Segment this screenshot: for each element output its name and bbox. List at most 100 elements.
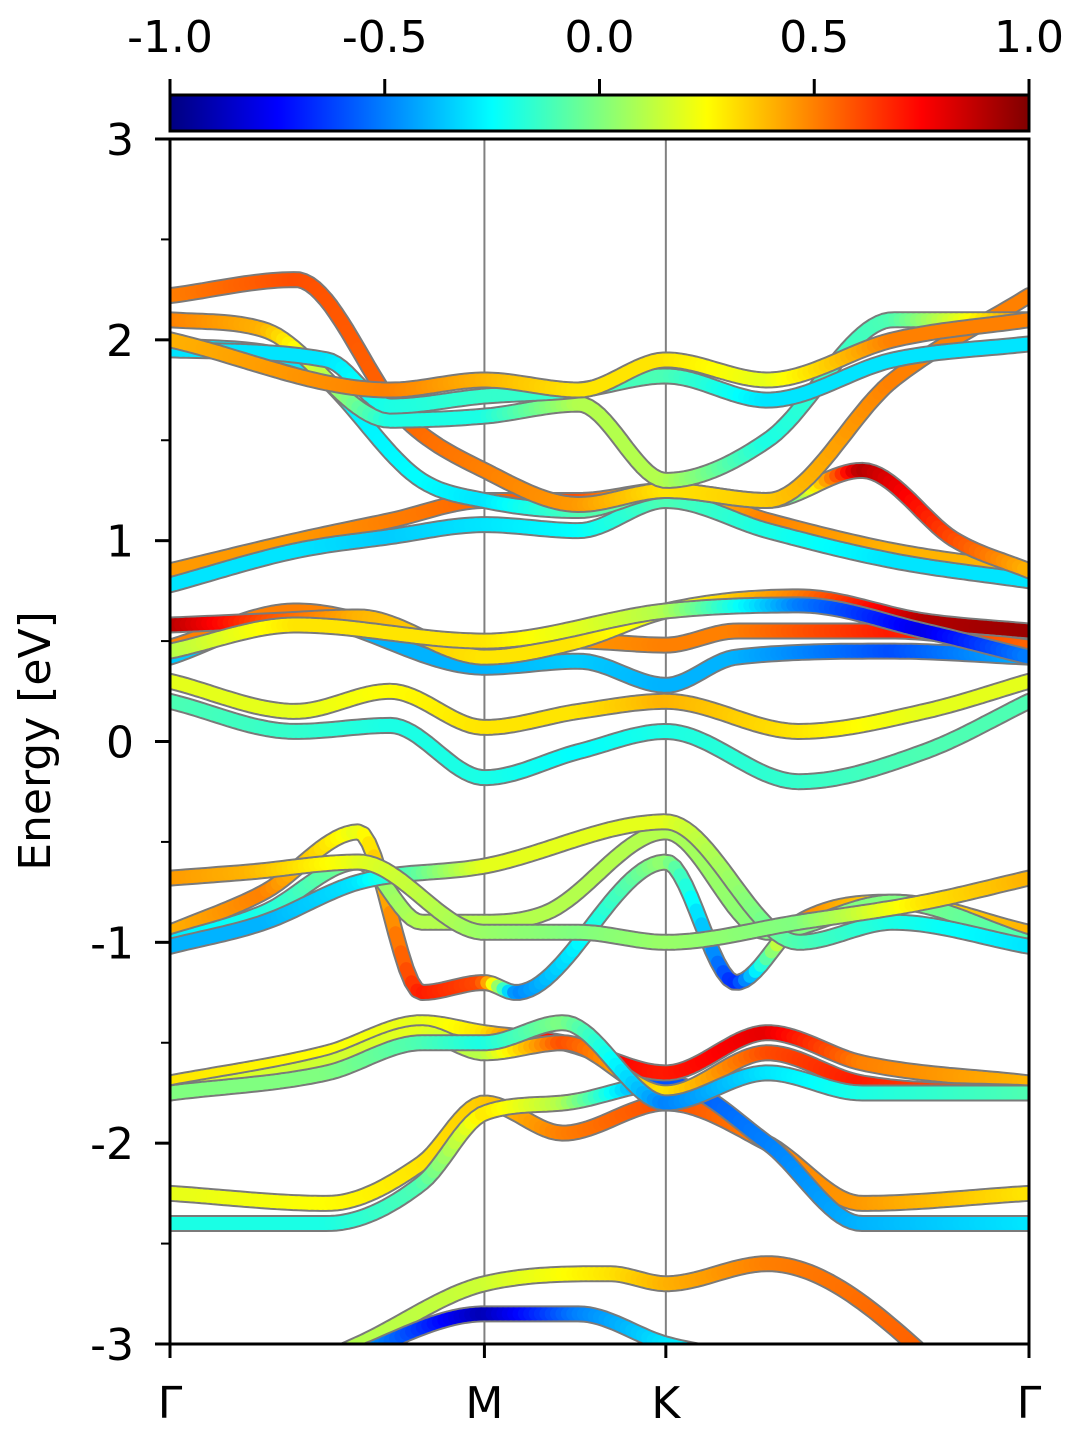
band-segment (728, 1356, 733, 1357)
band-v7a (170, 1094, 1029, 1212)
band-v3 (170, 692, 1029, 791)
band-segment (868, 1393, 873, 1395)
colorbar-ticks: -1.0 -0.5 0.0 0.5 1.0 (127, 12, 1064, 95)
band-segment (712, 1354, 717, 1355)
band-segment (240, 1393, 245, 1395)
band-c2b (170, 596, 1029, 666)
band-segment (181, 1437, 186, 1440)
colorbar-gradient (168, 93, 1031, 133)
band-segment (809, 1375, 814, 1377)
band-segment (943, 1372, 948, 1377)
band-segment (336, 1352, 341, 1354)
band-segment (229, 1412, 234, 1415)
colorbar-tick-label: -0.5 (342, 12, 428, 63)
band-segment (1002, 1424, 1007, 1428)
band-segment (911, 1407, 916, 1409)
band-segment (804, 1374, 809, 1376)
band-segment (938, 1415, 943, 1417)
y-tick-label: 1 (106, 517, 134, 568)
colorbar-tick-label: 0.0 (565, 12, 635, 63)
colorbar-tick-label: 1.0 (994, 12, 1064, 63)
plot-area: 3 2 1 0 -1 -2 -3 Γ M K Γ Energy [eV] (10, 115, 1042, 1440)
band-segment (718, 1355, 723, 1356)
band-segment (943, 1417, 948, 1419)
band-segment (347, 1357, 352, 1359)
band-segment (331, 1363, 336, 1365)
band-segment (910, 1340, 923, 1344)
band-segment (873, 1395, 878, 1397)
band-segment (294, 1381, 299, 1384)
band-segment (358, 1352, 363, 1354)
band-segment (927, 1412, 932, 1414)
band-segment (277, 1388, 282, 1391)
band-segment (1013, 1433, 1018, 1437)
band-c3b (170, 492, 1029, 594)
colorbar-tick-label: 0.5 (779, 12, 849, 63)
band-segment (272, 1379, 277, 1381)
band-segment (857, 1390, 862, 1392)
band-segment (906, 1405, 911, 1407)
band-segment (234, 1395, 239, 1397)
band-segment (213, 1421, 218, 1424)
band-segment (272, 1391, 277, 1394)
band-segment (696, 1351, 701, 1352)
band-segment (342, 1359, 347, 1361)
kpath-divider-lines (483, 139, 667, 1344)
band-segment (326, 1356, 331, 1358)
band-segment (970, 1426, 975, 1428)
band-segment (310, 1373, 315, 1376)
y-tick-label: -2 (90, 1119, 134, 1170)
band-segment (202, 1426, 207, 1429)
band-segment (959, 1422, 964, 1424)
y-tick-label: 2 (106, 316, 134, 367)
band-segment (1002, 1436, 1007, 1438)
band-segment (283, 1386, 288, 1389)
band-segment (288, 1373, 293, 1375)
band-segment (782, 1368, 787, 1369)
band-segment (680, 1342, 694, 1344)
y-tick-label: -1 (90, 918, 134, 969)
band-segment (197, 1429, 202, 1432)
band-segment (213, 1404, 218, 1406)
band-v5c (170, 813, 1029, 955)
band-segment (981, 1406, 986, 1411)
band-segment (949, 1419, 954, 1421)
band-segment (342, 1342, 352, 1344)
band-segment (192, 1413, 197, 1415)
band-segment (900, 1403, 905, 1405)
colorbar-tick-label: -1.0 (127, 12, 213, 63)
band-segment (186, 1434, 191, 1437)
band-segment (723, 1355, 728, 1356)
band-segment (1008, 1438, 1013, 1440)
band-segment (745, 1359, 750, 1360)
band-segment (965, 1424, 970, 1426)
band-segment (668, 1339, 686, 1344)
band-segment (954, 1382, 959, 1387)
band-segment (841, 1385, 846, 1387)
band-segment (793, 1371, 798, 1373)
y-tick-label: 0 (106, 718, 134, 769)
x-tick-label: M (465, 1378, 503, 1429)
band-segment (256, 1386, 261, 1388)
band-segment (1008, 1429, 1013, 1433)
band-segment (798, 1372, 803, 1374)
band-segment (251, 1402, 256, 1405)
x-tick-label: K (651, 1378, 681, 1429)
band-segment (755, 1361, 760, 1362)
band-segment (267, 1382, 272, 1384)
band-segment (288, 1383, 293, 1386)
band-segment (304, 1366, 309, 1368)
band-segment (836, 1383, 841, 1385)
x-tick-label: Γ (158, 1378, 183, 1429)
band-segment (761, 1362, 766, 1363)
band-segment (927, 1357, 932, 1362)
band-segment (777, 1367, 782, 1368)
band-segment (315, 1361, 320, 1363)
band-v4 (170, 853, 1029, 951)
band-segment (202, 1409, 207, 1411)
band-segment (986, 1431, 991, 1433)
band-segment (820, 1378, 825, 1380)
band-segment (750, 1360, 755, 1361)
